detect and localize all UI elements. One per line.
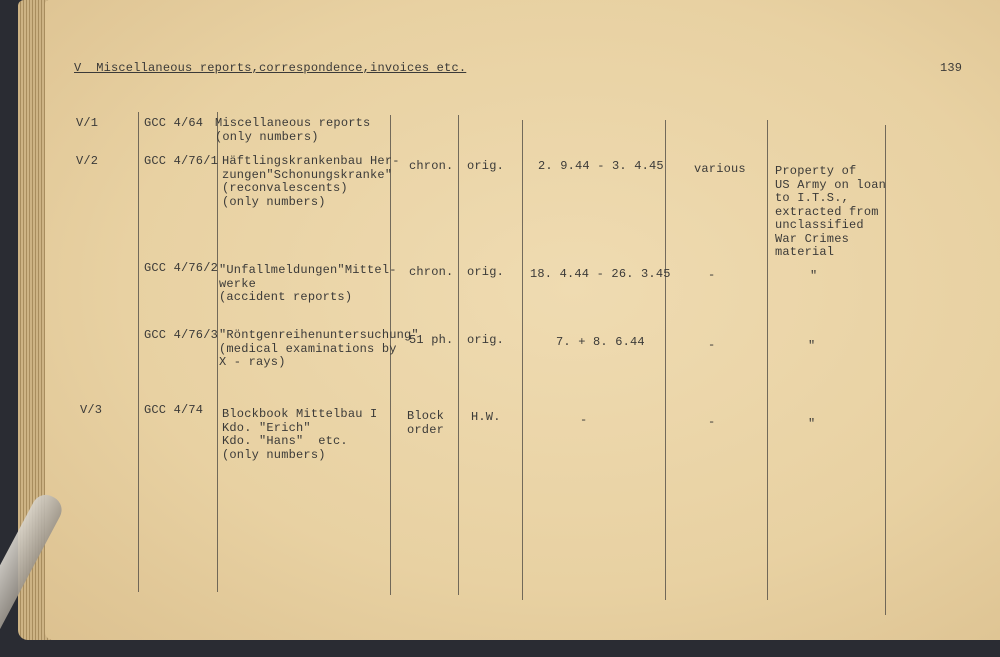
row-reference: GCC 4/76/1 [144, 154, 219, 168]
row-remarks: Property of US Army on loan to I.T.S., e… [775, 164, 887, 259]
row-number: V/1 [76, 116, 99, 130]
row-description: "Röntgenreihenuntersuchung" (medical exa… [219, 328, 419, 369]
row-type: chron. [409, 265, 454, 279]
row-description: Miscellaneous reports (only numbers) [215, 116, 371, 144]
column-divider [458, 115, 459, 595]
row-description: "Unfallmeldungen"Mittel- werke (accident… [219, 263, 397, 304]
row-form: H.W. [471, 410, 501, 424]
row-reference: GCC 4/76/3 [144, 328, 219, 342]
row-dates: 18. 4.44 - 26. 3.45 [530, 267, 671, 281]
row-extent: - [708, 415, 716, 429]
row-remarks: " [810, 269, 818, 283]
row-form: orig. [467, 265, 505, 279]
row-type: chron. [409, 159, 454, 173]
column-divider [138, 112, 139, 592]
row-remarks: " [808, 417, 816, 431]
column-divider [767, 120, 768, 600]
row-number: V/2 [76, 154, 99, 168]
row-extent: various [694, 162, 746, 176]
row-extent: - [708, 268, 716, 282]
column-divider [522, 120, 523, 600]
row-reference: GCC 4/76/2 [144, 261, 219, 275]
row-form: orig. [467, 159, 505, 173]
row-extent: - [708, 338, 716, 352]
column-divider [390, 115, 391, 595]
column-divider [217, 112, 218, 592]
row-reference: GCC 4/64 [144, 116, 204, 130]
row-description: Häftlingskrankenbau Her- zungen"Schonung… [222, 154, 400, 209]
column-divider [885, 125, 886, 615]
section-title: V Miscellaneous reports,correspondence,i… [74, 61, 467, 75]
row-description: Blockbook Mittelbau I Kdo. "Erich" Kdo. … [222, 407, 378, 462]
row-dates: 7. + 8. 6.44 [556, 335, 645, 349]
row-reference: GCC 4/74 [144, 403, 204, 417]
row-form: orig. [467, 333, 505, 347]
row-number: V/3 [80, 403, 103, 417]
row-type: Block order [407, 409, 445, 437]
row-dates: - [580, 413, 588, 427]
row-dates: 2. 9.44 - 3. 4.45 [538, 159, 664, 173]
column-divider [665, 120, 666, 600]
page-number: 139 [940, 61, 963, 75]
row-remarks: " [808, 339, 816, 353]
row-type: 51 ph. [409, 333, 454, 347]
